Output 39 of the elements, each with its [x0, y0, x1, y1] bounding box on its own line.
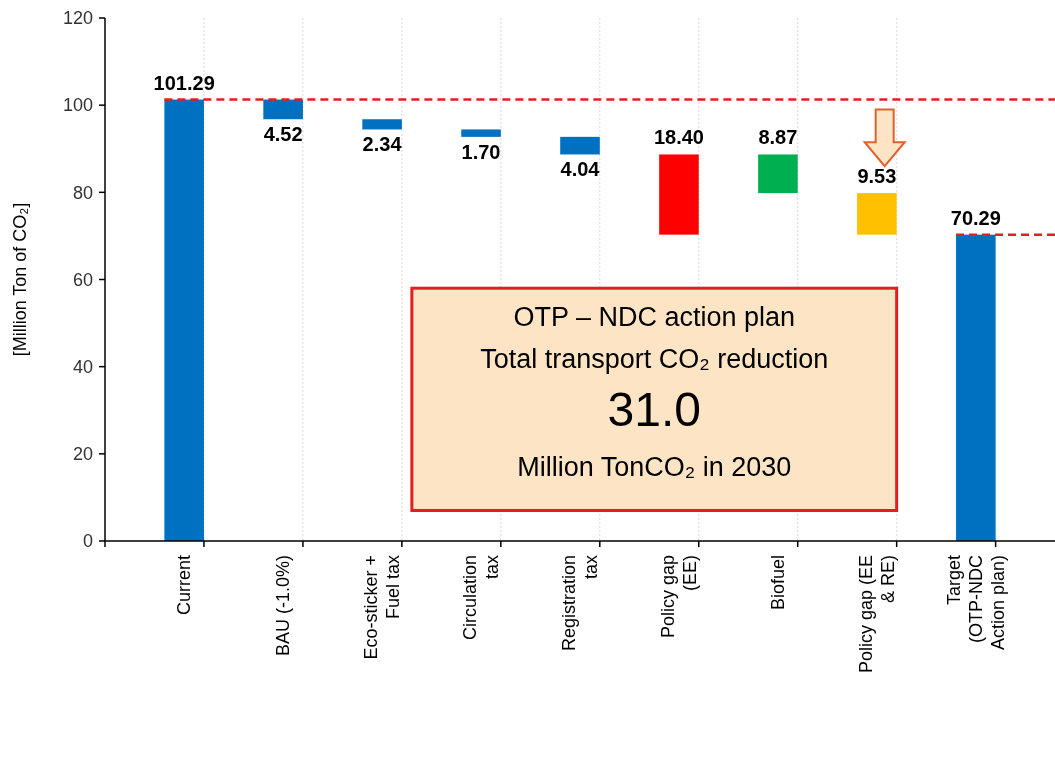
data-label: 4.52 [263, 123, 303, 146]
y-tick-label: 100 [62, 95, 93, 116]
x-tick-label: Circulation tax [460, 555, 503, 641]
data-label: 101.29 [153, 71, 215, 94]
data-label: 18.40 [653, 126, 704, 149]
x-tick-label: Current [174, 555, 195, 616]
x-tick-label: Biofuel [768, 555, 789, 611]
x-tick-label: Registration tax [559, 555, 602, 652]
y-tick-label: 20 [72, 444, 93, 465]
x-tick-label: BAU (-1.0%) [273, 555, 294, 657]
data-label: 8.87 [758, 126, 798, 149]
data-label: 1.70 [461, 140, 501, 163]
annotation: OTP – NDC action plan [513, 302, 796, 333]
data-label: 2.34 [362, 133, 403, 156]
bar [758, 154, 798, 194]
y-tick-label: 60 [72, 269, 93, 290]
bar [362, 119, 402, 130]
y-tick-label: 0 [82, 531, 93, 552]
data-label: 4.04 [560, 158, 601, 181]
annotation: 31.0 [607, 383, 701, 437]
x-tick-label: Policy gap (EE & RE) [856, 555, 899, 674]
bar [164, 99, 204, 541]
x-tick-label: Target (OTP-NDC Action plan) [944, 555, 1009, 651]
y-tick-label: 80 [72, 182, 93, 203]
bar [461, 129, 501, 137]
bar [560, 136, 600, 155]
bar [263, 99, 303, 120]
y-tick-label: 40 [72, 356, 93, 377]
bar [857, 193, 897, 235]
x-tick-label: Eco-sticker + Fuel tax [361, 555, 404, 660]
bar [659, 154, 699, 235]
data-label: 9.53 [857, 165, 897, 188]
annotation: Million TonCO₂ in 2030 [517, 452, 792, 483]
annotation: Total transport CO₂ reduction [480, 344, 829, 375]
y-tick-label: 120 [62, 8, 93, 29]
x-tick-label: Policy gap (EE) [658, 555, 701, 639]
bar [956, 234, 996, 541]
data-label: 70.29 [950, 206, 1001, 229]
y-axis-title: [Million Ton of CO₂] [10, 202, 30, 357]
